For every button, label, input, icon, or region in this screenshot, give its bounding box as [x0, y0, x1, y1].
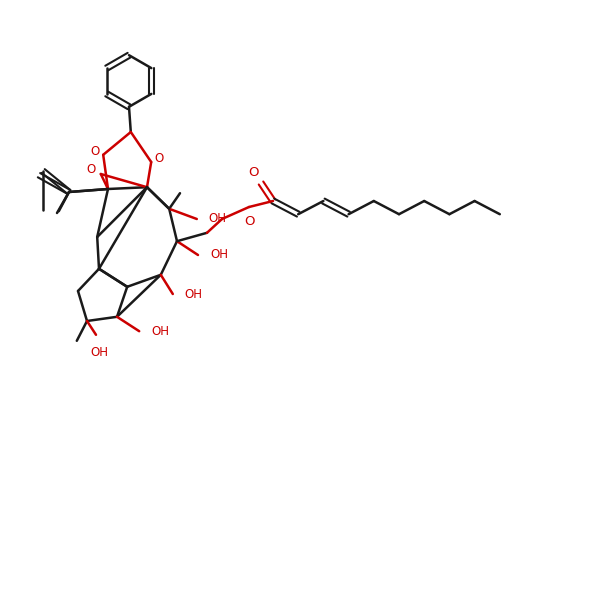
Text: OH: OH: [90, 346, 108, 359]
Text: O: O: [91, 145, 100, 158]
Text: O: O: [154, 152, 164, 166]
Text: OH: OH: [151, 325, 169, 338]
Text: OH: OH: [185, 287, 203, 301]
Text: OH: OH: [209, 212, 227, 226]
Text: O: O: [248, 166, 259, 179]
Text: OH: OH: [210, 248, 228, 262]
Text: O: O: [244, 215, 255, 228]
Text: O: O: [86, 163, 95, 176]
